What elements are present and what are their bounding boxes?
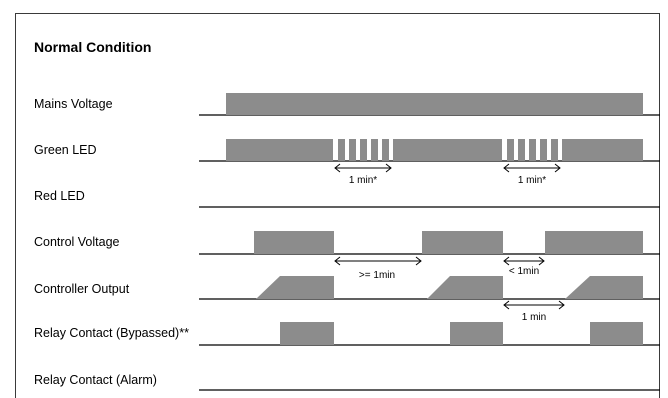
label-relay-alarm: Relay Contact (Alarm) [34, 373, 157, 387]
green-blink-1d [371, 139, 378, 161]
green-blink-2a [507, 139, 514, 161]
output-ramp-2 [427, 276, 503, 299]
green-solid-3 [562, 139, 643, 161]
annotation-output-a: 1 min [522, 312, 546, 323]
arrowhead-green-2-right [554, 163, 561, 173]
arrowhead-output-a-right [558, 300, 565, 310]
green-blink-2c [529, 139, 536, 161]
label-mains-voltage: Mains Voltage [34, 97, 113, 111]
green-solid-1 [226, 139, 333, 161]
green-blink-2d [540, 139, 547, 161]
green-solid-2 [393, 139, 502, 161]
annotation-green-2: 1 min* [518, 175, 546, 186]
control-pulse-1 [254, 231, 334, 254]
annotation-control-b: < 1min [509, 266, 539, 277]
arrowhead-control-a-right [415, 256, 422, 266]
green-blink-1a [338, 139, 345, 161]
arrowhead-green-1-right [385, 163, 392, 173]
relay-bypass-pulse-2 [450, 322, 503, 345]
diagram-title: Normal Condition [34, 39, 152, 55]
control-pulse-2 [422, 231, 503, 254]
arrowhead-control-b-left [503, 256, 510, 266]
label-control-voltage: Control Voltage [34, 235, 120, 249]
mains-pulse [226, 93, 643, 115]
arrowhead-control-b-right [538, 256, 545, 266]
arrowhead-green-1-left [334, 163, 341, 173]
annotation-control-a: >= 1min [359, 270, 395, 281]
annotation-green-1: 1 min* [349, 175, 377, 186]
label-controller-output: Controller Output [34, 282, 130, 296]
arrowhead-control-a-left [334, 256, 341, 266]
green-blink-2b [518, 139, 525, 161]
diagram-frame [15, 13, 660, 398]
output-ramp-3 [565, 276, 643, 299]
arrowhead-green-2-left [503, 163, 510, 173]
green-blink-1b [349, 139, 356, 161]
relay-bypass-pulse-1 [280, 322, 334, 345]
green-blink-1e [382, 139, 389, 161]
relay-bypass-pulse-3 [590, 322, 643, 345]
arrowhead-output-a-left [503, 300, 510, 310]
label-relay-bypassed: Relay Contact (Bypassed)** [34, 326, 189, 340]
control-pulse-3 [545, 231, 643, 254]
label-green-led: Green LED [34, 143, 97, 157]
output-ramp-1 [256, 276, 334, 299]
green-blink-1c [360, 139, 367, 161]
label-red-led: Red LED [34, 189, 85, 203]
green-blink-2e [551, 139, 558, 161]
